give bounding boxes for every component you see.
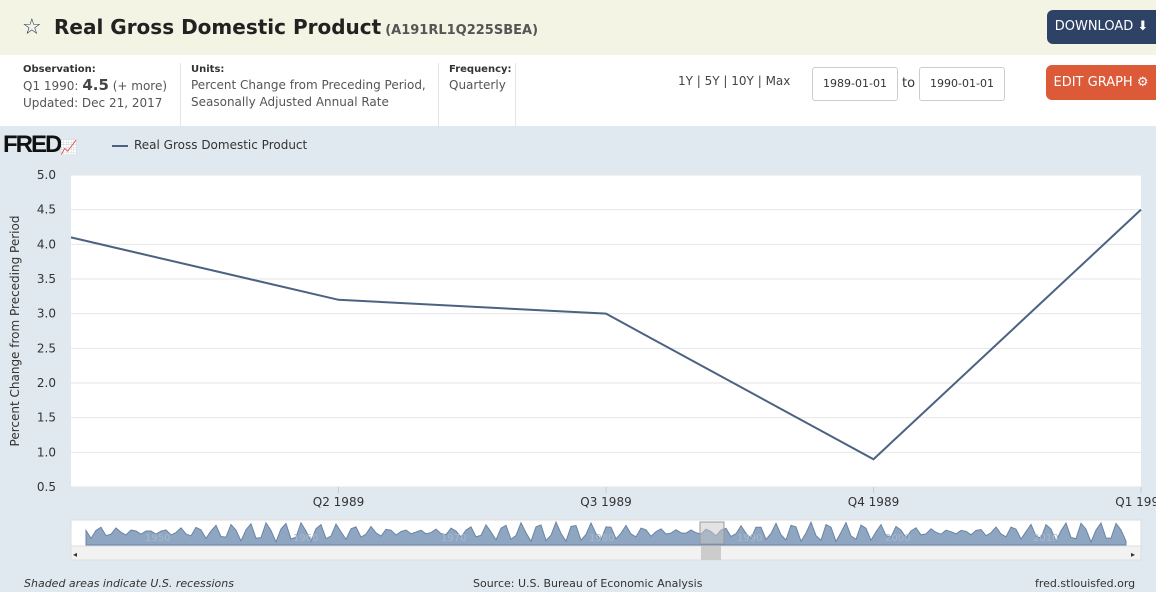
source-text: Source: U.S. Bureau of Economic Analysis — [473, 577, 703, 590]
series-line — [70, 208, 1142, 461]
info-bar: Observation: Q1 1990: 4.5 (+ more) Updat… — [0, 55, 1156, 126]
range-5y[interactable]: 5Y — [704, 74, 720, 88]
legend-line — [112, 144, 128, 147]
legend: Real Gross Domestic Product — [112, 138, 307, 152]
navigator-window[interactable] — [699, 521, 725, 545]
y-tick-label: 1.0 — [37, 445, 56, 459]
divider — [180, 63, 181, 126]
x-tick-label: Q1 1990 — [1115, 495, 1156, 509]
y-tick-label: 5.0 — [37, 168, 56, 182]
download-button[interactable]: DOWNLOAD ⬇ — [1047, 10, 1156, 44]
end-date-input[interactable]: 1990-01-01 — [919, 67, 1005, 101]
x-tick-label: Q4 1989 — [848, 495, 899, 509]
range-10y[interactable]: 10Y — [731, 74, 754, 88]
navigator-year: 1980 — [589, 533, 614, 544]
divider — [438, 63, 439, 126]
plot-area — [71, 175, 1141, 487]
frequency-label: Frequency: — [449, 64, 512, 75]
fred-logo: FRED📈 — [3, 131, 78, 158]
observation-value: 4.5 — [82, 76, 109, 94]
observation-block: Observation: Q1 1990: 4.5 (+ more) Updat… — [23, 63, 167, 112]
y-tick-label: 3.0 — [37, 307, 56, 321]
units-line2: Seasonally Adjusted Annual Rate — [191, 95, 389, 109]
scroll-right-arrow[interactable]: ▸ — [1131, 550, 1135, 559]
legend-label: Real Gross Domestic Product — [134, 138, 308, 152]
y-tick-label: 0.5 — [37, 480, 56, 494]
star-icon[interactable]: ☆ — [22, 15, 42, 40]
navigator-series — [85, 520, 1127, 546]
y-tick-label: 1.5 — [37, 411, 56, 425]
page-title: Real Gross Domestic Product (A191RL1Q225S… — [54, 15, 538, 39]
edit-graph-label: EDIT GRAPH — [1053, 75, 1133, 90]
navigator-year: 1950 — [145, 533, 170, 544]
navigator-year: 2000 — [885, 533, 910, 544]
frequency-value: Quarterly — [449, 78, 506, 92]
series-id: (A191RL1Q225SBEA) — [385, 23, 539, 38]
range-1y[interactable]: 1Y — [678, 74, 693, 88]
y-tick-label: 2.0 — [37, 376, 56, 390]
download-label: DOWNLOAD — [1054, 19, 1134, 34]
frequency-block: Frequency: Quarterly — [449, 63, 512, 94]
download-icon: ⬇ — [1137, 19, 1149, 34]
navigator-year: 1990 — [737, 533, 762, 544]
edit-graph-button[interactable]: EDIT GRAPH ⚙ — [1046, 65, 1156, 100]
title-text: Real Gross Domestic Product — [54, 15, 382, 39]
y-axis-label: Percent Change from Preceding Period — [8, 216, 22, 447]
navigator-year: 2010 — [1033, 533, 1058, 544]
recession-note: Shaded areas indicate U.S. recessions — [24, 577, 234, 590]
navigator-year: 1970 — [441, 533, 466, 544]
y-tick-label: 4.5 — [37, 203, 56, 217]
start-date-input[interactable]: 1989-01-01 — [812, 67, 898, 101]
x-tick-label: Q2 1989 — [313, 495, 364, 509]
header-bar: ☆ Real Gross Domestic Product (A191RL1Q22… — [0, 0, 1156, 55]
observation-period: Q1 1990: — [23, 79, 79, 93]
units-block: Units: Percent Change from Preceding Per… — [191, 63, 426, 111]
gear-icon: ⚙ — [1136, 75, 1149, 90]
to-label: to — [902, 76, 916, 91]
range-max[interactable]: Max — [765, 74, 791, 88]
more-link[interactable]: (+ more) — [112, 79, 168, 93]
navigator-scrollbar[interactable] — [70, 545, 1142, 561]
navigator-year: 1960 — [293, 533, 318, 544]
y-tick-label: 2.5 — [37, 341, 56, 355]
observation-label: Observation: — [23, 64, 96, 75]
x-tick-label: Q3 1989 — [580, 495, 631, 509]
scrollbar-thumb[interactable] — [701, 546, 721, 560]
y-tick-label: 3.5 — [37, 272, 56, 286]
divider — [515, 63, 516, 126]
scroll-left-arrow[interactable]: ◂ — [73, 550, 77, 559]
updated-date: Updated: Dec 21, 2017 — [23, 96, 163, 110]
units-line1: Percent Change from Preceding Period, — [191, 78, 426, 92]
units-label: Units: — [191, 64, 225, 75]
range-selector: 1Y | 5Y | 10Y | Max — [678, 74, 791, 88]
y-tick-label: 4.0 — [37, 237, 56, 251]
site-link[interactable]: fred.stlouisfed.org — [1035, 577, 1136, 590]
